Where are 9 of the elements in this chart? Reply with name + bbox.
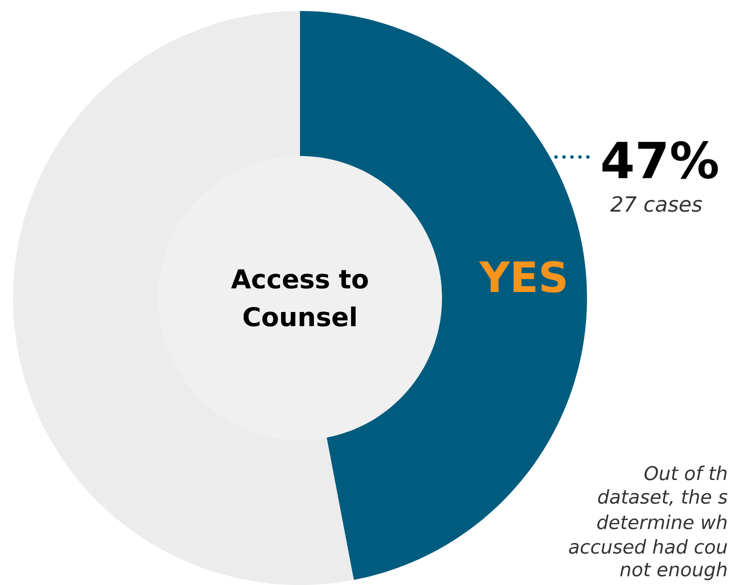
text: dataset, the s <box>598 489 728 506</box>
data-label: 47% <box>602 141 718 179</box>
text: accused had cou <box>569 539 727 554</box>
text: Access to Counsel <box>231 269 368 327</box>
text: Out of th <box>644 466 727 480</box>
text: determine wh <box>597 514 726 530</box>
slice-label: YES <box>479 260 566 293</box>
text: 27 cases <box>610 196 702 212</box>
text: not enough <box>620 562 727 580</box>
